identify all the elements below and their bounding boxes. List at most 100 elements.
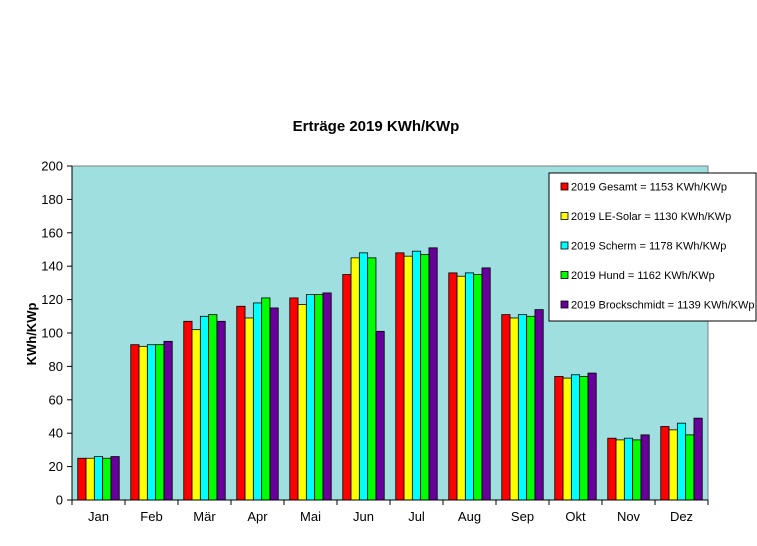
bar [623,437,634,501]
bar [481,267,491,501]
bar [138,345,148,501]
bar [509,317,519,501]
bar [676,422,687,501]
bar [236,305,246,501]
y-axis-label: KWh/KWp [24,303,39,366]
axes: 0 20 40 60 80 100 120 140 160 180 200 Jan Feb Mär Apr M… [41,159,709,524]
y-tick-label: 80 [49,359,63,374]
legend-label: 2019 Gesamt = 1153 KWh/KWp [571,182,727,194]
bar [587,372,597,501]
y-tick-label: 160 [41,225,63,240]
bar [448,272,458,501]
x-tick-label: Jan [88,509,109,524]
bar [668,429,678,501]
bar [554,376,564,501]
bar [607,437,617,501]
bar [314,294,324,501]
bar [367,257,377,501]
x-tick-label: Aug [458,509,481,524]
bar [517,314,528,501]
bar [93,456,104,501]
bar [456,275,466,501]
bar [322,292,332,501]
chart-title: Erträge 2019 KWh/KWp [293,118,460,135]
bar [615,439,625,501]
bar [305,294,316,501]
bar [358,252,369,501]
legend-label: 2019 Scherm = 1178 KWh/KWp [571,241,726,253]
y-tick-label: 20 [49,459,63,474]
bar [289,297,299,501]
bar [342,274,352,501]
bar [130,344,140,501]
x-tick-label: Jun [353,509,374,524]
legend-label: 2019 Hund = 1162 KWh/KWp [571,270,715,282]
bar [77,457,87,501]
bar [526,315,536,501]
legend-label: 2019 Brockschmidt = 1139 KWh/KWp [571,300,755,312]
bar [350,257,360,501]
bar [183,320,193,501]
y-tick-label: 0 [56,493,63,508]
y-tick-label: 120 [41,292,63,307]
y-tick-label: 60 [49,392,63,407]
y-tick-label: 140 [41,259,63,274]
bar [693,417,703,501]
x-tick-label: Jul [408,509,425,524]
x-tick-label: Dez [670,509,693,524]
bars [77,247,703,501]
legend-label: 2019 LE-Solar = 1130 KWh/KWp [571,211,731,223]
bar [85,457,95,501]
bar [660,426,670,501]
bar [252,302,263,501]
x-tick-label: Nov [617,509,641,524]
y-tick-label: 40 [49,426,63,441]
bar [534,309,544,501]
bar [102,457,112,501]
bar [244,317,254,501]
y-tick-label: 200 [41,159,63,174]
bar [208,314,218,501]
bar [155,344,165,501]
bar [685,434,695,501]
legend-swatch [560,271,569,279]
bar [632,439,642,501]
legend-swatch [560,241,569,250]
legend-box [548,172,757,322]
bar [473,274,483,501]
bar [191,329,201,501]
bar [420,254,430,501]
bar [269,307,279,501]
bar [110,456,120,501]
bar [640,434,650,501]
y-tick-label: 180 [41,192,63,207]
y-tick-label: 100 [41,326,63,341]
bar [501,314,511,501]
bar [395,252,405,501]
bar [375,330,385,501]
legend-swatch [560,182,569,191]
legend-swatch [560,212,569,220]
bar [579,376,589,501]
bar [163,340,173,501]
bar [464,272,475,501]
bar [403,255,413,501]
bar [428,247,438,501]
x-tick-label: Mai [300,509,321,524]
x-tick-label: Okt [565,509,586,524]
legend: 2019 Gesamt = 1153 KWh/KWp 2019 LE-Solar … [548,172,757,322]
bar [297,304,307,501]
x-tick-label: Feb [140,509,162,524]
bar [570,374,581,501]
bar [146,344,157,501]
bar [411,250,422,501]
x-tick-label: Apr [247,509,268,524]
x-tick-label: Sep [511,509,534,524]
legend-swatch [560,300,569,309]
bar [562,377,572,501]
bar [199,315,210,501]
x-tick-label: Mär [193,509,216,524]
bar [261,297,271,501]
bar [216,320,226,501]
